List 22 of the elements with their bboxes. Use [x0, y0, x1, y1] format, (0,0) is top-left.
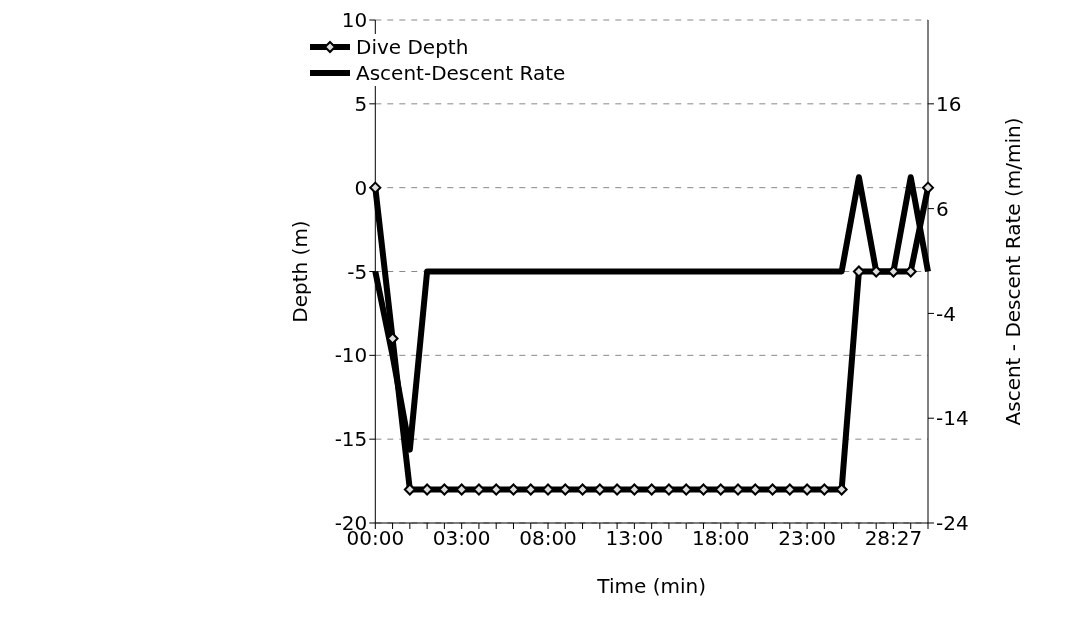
y-axis-title: Depth (m): [288, 220, 313, 323]
y2-axis-title: Ascent - Descent Rate (m/min): [1001, 117, 1026, 426]
x-axis-title: Time (min): [596, 574, 706, 598]
y2-tick-label: 6: [936, 196, 949, 221]
x-tick-label: 03:00: [432, 526, 491, 551]
y-tick-label: -10: [334, 343, 368, 368]
y2-tick-label: -4: [936, 301, 956, 326]
legend-label: Ascent-Descent Rate: [356, 60, 566, 86]
y-tick-label: -15: [334, 427, 368, 452]
y-tick-label: -5: [347, 259, 368, 284]
y-tick-label: 10: [341, 8, 368, 33]
y-tick-label: 5: [354, 91, 368, 116]
legend-label: Dive Depth: [356, 34, 469, 60]
y2-tick-label: 16: [936, 91, 962, 116]
x-tick-label: 28:27: [864, 526, 923, 551]
y-tick-label: 0: [354, 175, 368, 200]
x-tick-label: 13:00: [605, 526, 664, 551]
y2-tick-label: -24: [936, 511, 969, 536]
x-tick-label: 18:00: [691, 526, 750, 551]
x-tick-label: 23:00: [778, 526, 836, 551]
y2-tick-label: -14: [936, 406, 969, 431]
x-tick-label: 08:00: [519, 526, 577, 551]
